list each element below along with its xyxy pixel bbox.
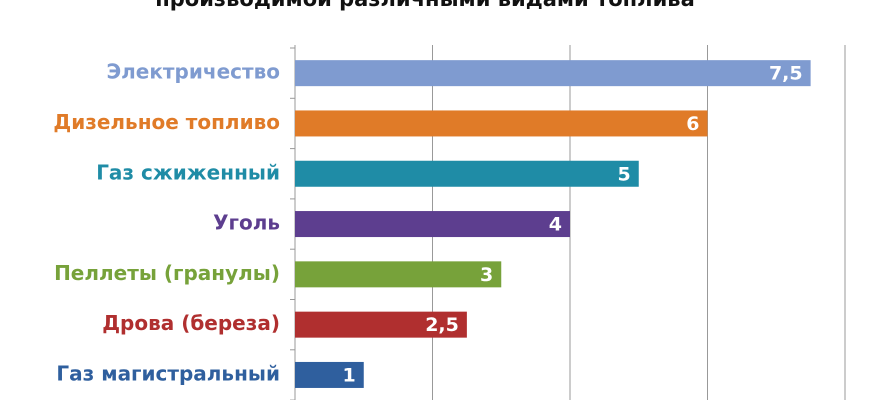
value-label: 3: [480, 264, 493, 286]
value-label: 6: [686, 113, 699, 135]
value-label: 4: [549, 214, 562, 236]
category-label: Электричество: [106, 60, 280, 84]
bar: [295, 361, 364, 388]
category-label: Уголь: [213, 211, 280, 235]
value-label: 1: [343, 364, 356, 386]
category-label: Дрова (береза): [102, 311, 280, 335]
bar: [295, 261, 502, 288]
category-label: Газ магистральный: [56, 361, 280, 385]
chart-title: производимой различными видами топлива: [155, 0, 695, 11]
bar: [295, 211, 570, 238]
category-label: Дизельное топливо: [53, 110, 280, 134]
bar: [295, 60, 811, 87]
bar: [295, 311, 467, 338]
value-label: 5: [618, 163, 631, 185]
value-label: 7,5: [769, 63, 803, 85]
value-label: 2,5: [425, 314, 459, 336]
category-label: Газ сжиженный: [96, 160, 280, 184]
category-label: Пеллеты (гранулы): [54, 261, 280, 285]
bar: [295, 110, 708, 137]
bar: [295, 160, 639, 187]
